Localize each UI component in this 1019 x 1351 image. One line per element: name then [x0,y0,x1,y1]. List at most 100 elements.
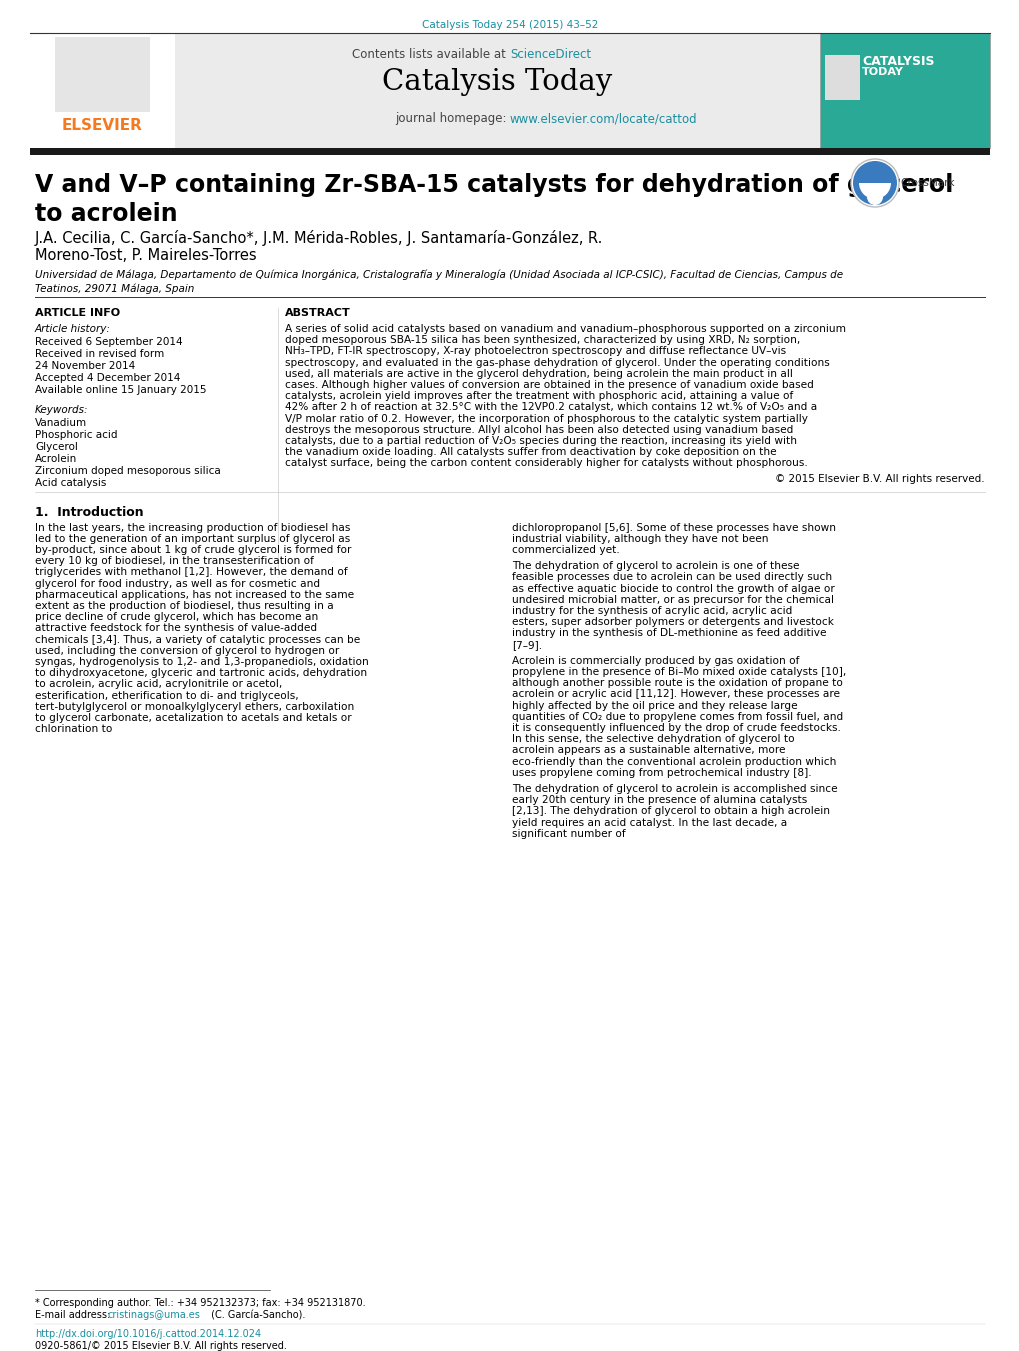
Text: Article history:: Article history: [35,324,111,334]
Text: to acrolein, acrylic acid, acrylonitrile or acetol,: to acrolein, acrylic acid, acrylonitrile… [35,680,282,689]
Text: price decline of crude glycerol, which has become an: price decline of crude glycerol, which h… [35,612,318,623]
Text: early 20th century in the presence of alumina catalysts: early 20th century in the presence of al… [512,796,806,805]
Text: every 10 kg of biodiesel, in the transesterification of: every 10 kg of biodiesel, in the transes… [35,557,314,566]
Text: 0920-5861/© 2015 Elsevier B.V. All rights reserved.: 0920-5861/© 2015 Elsevier B.V. All right… [35,1342,286,1351]
Text: Glycerol: Glycerol [35,442,77,453]
Text: tert-butylglycerol or monoalkylglyceryl ethers, carboxilation: tert-butylglycerol or monoalkylglyceryl … [35,701,354,712]
Text: A series of solid acid catalysts based on vanadium and vanadium–phosphorous supp: A series of solid acid catalysts based o… [284,324,845,334]
Text: V/P molar ratio of 0.2. However, the incorporation of phosphorous to the catalyt: V/P molar ratio of 0.2. However, the inc… [284,413,807,424]
Wedge shape [866,197,882,205]
Text: eco-friendly than the conventional acrolein production which: eco-friendly than the conventional acrol… [512,757,836,766]
Text: The dehydration of glycerol to acrolein is one of these: The dehydration of glycerol to acrolein … [512,561,799,571]
Wedge shape [852,182,896,205]
Text: Vanadium: Vanadium [35,417,87,428]
Text: ARTICLE INFO: ARTICLE INFO [35,308,120,317]
FancyBboxPatch shape [819,32,989,149]
Text: syngas, hydrogenolysis to 1,2- and 1,3-propanediols, oxidation: syngas, hydrogenolysis to 1,2- and 1,3-p… [35,657,369,667]
Text: to glycerol carbonate, acetalization to acetals and ketals or: to glycerol carbonate, acetalization to … [35,713,352,723]
Text: * Corresponding author. Tel.: +34 952132373; fax: +34 952131870.: * Corresponding author. Tel.: +34 952132… [35,1298,365,1308]
Text: esters, super adsorber polymers or detergents and livestock: esters, super adsorber polymers or deter… [512,617,834,627]
Text: J.A. Cecilia, C. García-Sancho*, J.M. Mérida-Robles, J. Santamaría-González, R.: J.A. Cecilia, C. García-Sancho*, J.M. Mé… [35,230,603,246]
Text: Acrolein: Acrolein [35,454,77,463]
Text: chemicals [3,4]. Thus, a variety of catalytic processes can be: chemicals [3,4]. Thus, a variety of cata… [35,635,360,644]
Text: catalysts, acrolein yield improves after the treatment with phosphoric acid, att: catalysts, acrolein yield improves after… [284,392,793,401]
Text: industry for the synthesis of acrylic acid, acrylic acid: industry for the synthesis of acrylic ac… [512,607,792,616]
Text: attractive feedstock for the synthesis of value-added: attractive feedstock for the synthesis o… [35,623,317,634]
Text: by-product, since about 1 kg of crude glycerol is formed for: by-product, since about 1 kg of crude gl… [35,544,351,555]
Text: Accepted 4 December 2014: Accepted 4 December 2014 [35,373,180,382]
Text: industrial viability, although they have not been: industrial viability, although they have… [512,534,767,544]
FancyBboxPatch shape [30,149,989,155]
Text: http://dx.doi.org/10.1016/j.cattod.2014.12.024: http://dx.doi.org/10.1016/j.cattod.2014.… [35,1329,261,1339]
Text: commercialized yet.: commercialized yet. [512,544,620,555]
Text: industry in the synthesis of DL-methionine as feed additive: industry in the synthesis of DL-methioni… [512,628,825,639]
FancyBboxPatch shape [55,36,150,112]
Text: 42% after 2 h of reaction at 32.5°C with the 12VP0.2 catalyst, which contains 12: 42% after 2 h of reaction at 32.5°C with… [284,403,816,412]
Text: feasible processes due to acrolein can be used directly such: feasible processes due to acrolein can b… [512,573,832,582]
Text: NH₃–TPD, FT-IR spectroscopy, X-ray photoelectron spectroscopy and diffuse reflec: NH₃–TPD, FT-IR spectroscopy, X-ray photo… [284,346,786,357]
Text: although another possible route is the oxidation of propane to: although another possible route is the o… [512,678,842,688]
Text: doped mesoporous SBA-15 silica has been synthesized, characterized by using XRD,: doped mesoporous SBA-15 silica has been … [284,335,800,346]
Text: In this sense, the selective dehydration of glycerol to: In this sense, the selective dehydration… [512,734,794,744]
Text: (C. García-Sancho).: (C. García-Sancho). [208,1310,305,1320]
Text: ScienceDirect: ScienceDirect [510,49,591,61]
Wedge shape [874,161,896,182]
Text: undesired microbial matter, or as precursor for the chemical: undesired microbial matter, or as precur… [512,594,834,605]
Text: cases. Although higher values of conversion are obtained in the presence of vana: cases. Although higher values of convers… [284,380,813,390]
Text: chlorination to: chlorination to [35,724,112,734]
Text: cristinags@uma.es: cristinags@uma.es [108,1310,201,1320]
Text: acrolein or acrylic acid [11,12]. However, these processes are: acrolein or acrylic acid [11,12]. Howeve… [512,689,840,700]
Text: Catalysis Today: Catalysis Today [381,68,611,96]
Text: The dehydration of glycerol to acrolein is accomplished since: The dehydration of glycerol to acrolein … [512,784,837,794]
Text: quantities of CO₂ due to propylene comes from fossil fuel, and: quantities of CO₂ due to propylene comes… [512,712,843,721]
Text: TODAY: TODAY [861,68,903,77]
Text: to dihydroxyacetone, glyceric and tartronic acids, dehydration: to dihydroxyacetone, glyceric and tartro… [35,669,367,678]
Text: Acrolein is commercially produced by gas oxidation of: Acrolein is commercially produced by gas… [512,655,799,666]
Text: Universidad de Málaga, Departamento de Química Inorgánica, Cristalografía y Mine: Universidad de Málaga, Departamento de Q… [35,270,843,281]
Text: Keywords:: Keywords: [35,405,89,415]
Text: Acid catalysis: Acid catalysis [35,478,106,488]
Text: Phosphoric acid: Phosphoric acid [35,430,117,440]
Text: spectroscopy, and evaluated in the gas-phase dehydration of glycerol. Under the : spectroscopy, and evaluated in the gas-p… [284,358,828,367]
Text: catalyst surface, being the carbon content considerably higher for catalysts wit: catalyst surface, being the carbon conte… [284,458,807,469]
Text: Contents lists available at: Contents lists available at [352,49,510,61]
Text: catalysts, due to a partial reduction of V₂O₅ species during the reaction, incre: catalysts, due to a partial reduction of… [284,436,796,446]
Text: [7–9].: [7–9]. [512,639,541,650]
Text: it is consequently influenced by the drop of crude feedstocks.: it is consequently influenced by the dro… [512,723,840,734]
FancyBboxPatch shape [175,32,819,149]
Text: led to the generation of an important surplus of glycerol as: led to the generation of an important su… [35,534,350,544]
Text: ELSEVIER: ELSEVIER [61,118,143,132]
Wedge shape [858,168,891,182]
Text: uses propylene coming from petrochemical industry [8].: uses propylene coming from petrochemical… [512,767,811,778]
Text: V and V–P containing Zr-SBA-15 catalysts for dehydration of glycerol: V and V–P containing Zr-SBA-15 catalysts… [35,173,953,197]
Text: CATALYSIS: CATALYSIS [861,55,933,68]
Text: [2,13]. The dehydration of glycerol to obtain a high acrolein: [2,13]. The dehydration of glycerol to o… [512,807,829,816]
Wedge shape [852,161,874,182]
Text: pharmaceutical applications, has not increased to the same: pharmaceutical applications, has not inc… [35,590,354,600]
Circle shape [850,159,898,207]
Text: esterification, etherification to di- and triglyceols,: esterification, etherification to di- an… [35,690,299,701]
FancyBboxPatch shape [30,32,175,149]
Text: to acrolein: to acrolein [35,203,177,226]
Text: destroys the mesoporous structure. Allyl alcohol has been also detected using va: destroys the mesoporous structure. Allyl… [284,424,793,435]
Text: Moreno-Tost, P. Maireles-Torres: Moreno-Tost, P. Maireles-Torres [35,249,257,263]
Text: Teatinos, 29071 Málaga, Spain: Teatinos, 29071 Málaga, Spain [35,282,195,293]
Text: Received in revised form: Received in revised form [35,349,164,359]
Text: highly affected by the oil price and they release large: highly affected by the oil price and the… [512,701,797,711]
Text: triglycerides with methanol [1,2]. However, the demand of: triglycerides with methanol [1,2]. Howev… [35,567,347,577]
Text: © 2015 Elsevier B.V. All rights reserved.: © 2015 Elsevier B.V. All rights reserved… [774,474,984,484]
Text: significant number of: significant number of [512,828,625,839]
Text: 1.  Introduction: 1. Introduction [35,505,144,519]
Text: used, including the conversion of glycerol to hydrogen or: used, including the conversion of glycer… [35,646,339,655]
Text: dichloropropanol [5,6]. Some of these processes have shown: dichloropropanol [5,6]. Some of these pr… [512,523,836,532]
Text: Catalysis Today 254 (2015) 43–52: Catalysis Today 254 (2015) 43–52 [422,20,597,30]
Text: Available online 15 January 2015: Available online 15 January 2015 [35,385,206,394]
Text: CrossMark: CrossMark [899,178,954,188]
Text: propylene in the presence of Bi–Mo mixed oxide catalysts [10],: propylene in the presence of Bi–Mo mixed… [512,667,846,677]
Text: acrolein appears as a sustainable alternative, more: acrolein appears as a sustainable altern… [512,746,785,755]
Text: In the last years, the increasing production of biodiesel has: In the last years, the increasing produc… [35,523,351,532]
Text: E-mail address:: E-mail address: [35,1310,113,1320]
Text: www.elsevier.com/locate/cattod: www.elsevier.com/locate/cattod [510,112,697,126]
FancyBboxPatch shape [824,55,859,100]
Text: yield requires an acid catalyst. In the last decade, a: yield requires an acid catalyst. In the … [512,817,787,828]
